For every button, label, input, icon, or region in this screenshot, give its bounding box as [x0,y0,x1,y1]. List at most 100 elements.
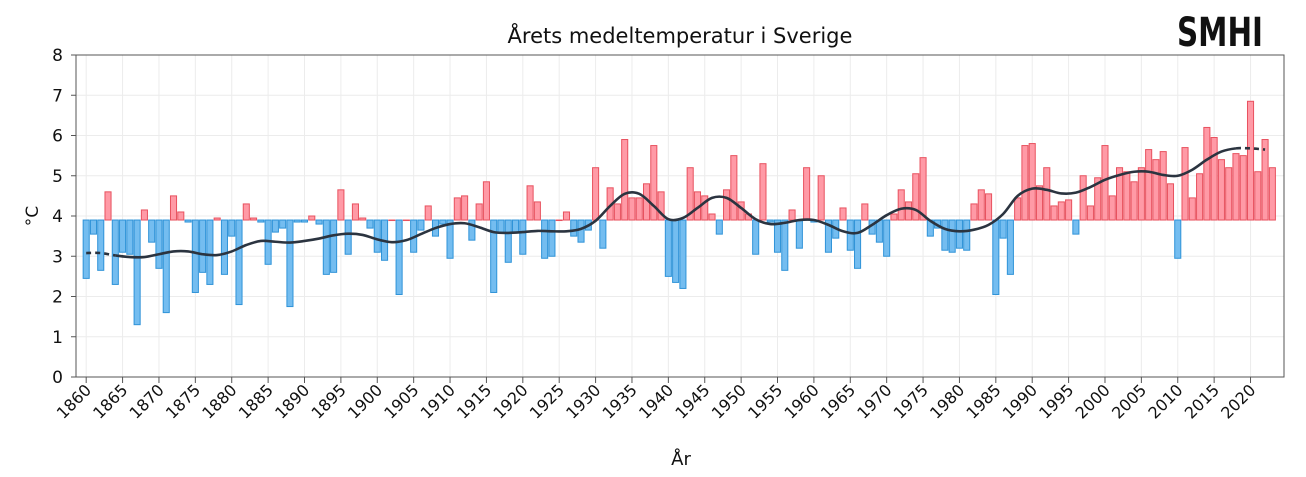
bar-1898 [359,217,367,221]
bar-1921 [526,185,534,221]
bar-1892 [315,219,323,225]
bar-1879 [220,219,228,275]
trend-line-dashed-start [86,251,116,257]
x-tick-label: 1885 [235,380,277,422]
bar-1991 [1035,185,1044,221]
bar-2019 [1239,155,1247,221]
bar-1928 [577,219,585,243]
bar-1865 [119,219,127,253]
bar-1914 [475,203,483,221]
bar-1877 [206,219,214,285]
bar-1890 [300,219,309,223]
x-tick-label: 1865 [89,380,131,422]
x-tick-label: 1915 [453,380,495,422]
bar-1990 [1028,143,1036,221]
bar-1910 [446,219,454,259]
y-tick-label: 1 [52,328,63,348]
x-tick-label: 1925 [526,380,568,422]
bar-1979 [948,219,956,253]
x-tick-label: 1930 [562,380,604,422]
bar-1954 [766,219,774,223]
bar-1961 [817,175,825,221]
bar-1967 [861,203,869,221]
bar-1962 [824,219,832,253]
x-axis-label: År [671,448,691,470]
bar-1876 [199,219,207,273]
y-tick-label: 0 [52,368,63,388]
bar-1987 [1006,219,1014,275]
bar-1989 [1021,145,1029,221]
x-tick-label: 1900 [344,380,386,422]
bar-1938 [650,145,658,221]
bar-1975 [919,157,927,221]
bar-1973 [904,201,913,221]
bar-1922 [533,201,541,221]
bar-1926 [562,211,571,221]
bar-1889 [293,219,301,223]
bar-1958 [795,219,803,249]
bar-2012 [1188,197,1196,221]
x-tick-label: 1945 [671,380,713,422]
x-tick-label: 1970 [853,380,895,422]
bar-2014 [1203,126,1211,221]
bar-1897 [351,203,359,221]
bar-1993 [1050,205,1058,221]
bar-1920 [519,219,527,255]
bar-1942 [679,219,687,289]
bar-1907 [424,205,432,221]
x-tick-label: 2010 [1144,380,1186,422]
bar-1888 [286,219,294,308]
bar-1930 [592,167,600,221]
trend-line-dashed-end [1235,146,1266,151]
bar-1994 [1057,201,1065,221]
bar-1887 [279,219,287,229]
bar-1918 [504,219,512,263]
y-tick-label: 7 [52,86,63,106]
bar-1916 [490,219,498,293]
y-tick-label: 8 [52,46,63,66]
bar-1886 [271,219,279,233]
bar-1917 [497,219,505,233]
x-tick-label: 1910 [417,380,459,422]
bar-1934 [621,139,629,221]
y-tick-label: 6 [52,127,63,147]
chart-title: Årets medeltemperatur i Sverige [508,22,853,48]
bar-1959 [803,167,811,221]
bar-1923 [541,219,549,259]
bar-1883 [250,217,258,221]
x-tick-label: 1990 [999,380,1041,422]
bar-1948 [723,189,731,221]
bar-2010 [1174,219,1182,259]
x-tick-label: 1895 [307,380,349,422]
y-tick-label: 4 [52,207,63,227]
bar-1861 [89,219,98,235]
bar-1881 [235,219,243,306]
bar-1947 [715,219,723,235]
y-tick-label: 5 [52,167,63,187]
bar-1894 [330,219,338,273]
bar-1884 [257,219,265,223]
bar-1860 [82,219,90,279]
x-tick-label: 1950 [708,380,750,422]
bar-1985 [992,219,1000,295]
bar-1864 [111,219,119,285]
bar-2001 [1108,195,1116,221]
bar-2002 [1116,167,1124,221]
bar-2023 [1268,167,1276,221]
bar-2013 [1196,173,1204,221]
bar-1952 [752,219,760,255]
bar-1941 [672,219,680,283]
bar-1866 [126,219,134,255]
bar-1906 [417,219,425,231]
bar-2007 [1152,159,1160,221]
bar-1971 [890,213,898,221]
x-tick-label: 1980 [926,380,968,422]
bar-1896 [344,219,352,255]
bar-2016 [1217,159,1225,221]
bar-1957 [788,209,796,221]
bar-2020 [1246,100,1255,221]
x-tick-label: 1975 [890,380,932,422]
bar-2015 [1210,137,1218,221]
y-tick-label: 3 [52,247,63,267]
